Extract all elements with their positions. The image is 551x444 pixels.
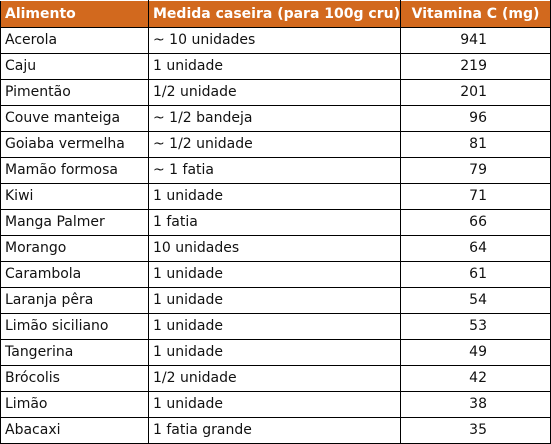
cell-alimento: Pimentão bbox=[0, 79, 149, 106]
cell-medida: 1 unidade bbox=[148, 313, 401, 340]
cell-vitamina-c: 66 bbox=[400, 209, 551, 236]
table-row: Tangerina 1 unidade 49 bbox=[0, 339, 551, 366]
cell-alimento: Brócolis bbox=[0, 365, 149, 392]
cell-alimento: Laranja pêra bbox=[0, 287, 149, 314]
cell-medida: 1 unidade bbox=[148, 287, 401, 314]
cell-medida: 1/2 unidade bbox=[148, 365, 401, 392]
cell-medida: ~ 1/2 bandeja bbox=[148, 105, 401, 132]
cell-alimento: Caju bbox=[0, 53, 149, 80]
cell-vitamina-c: 201 bbox=[400, 79, 551, 106]
cell-alimento: Couve manteiga bbox=[0, 105, 149, 132]
cell-alimento: Kiwi bbox=[0, 183, 149, 210]
cell-vitamina-c: 38 bbox=[400, 391, 551, 418]
cell-medida: ~ 10 unidades bbox=[148, 27, 401, 54]
table-row: Caju 1 unidade 219 bbox=[0, 53, 551, 80]
header-alimento: Alimento bbox=[0, 0, 149, 28]
cell-vitamina-c: 81 bbox=[400, 131, 551, 158]
table-row: Carambola 1 unidade 61 bbox=[0, 261, 551, 288]
cell-vitamina-c: 219 bbox=[400, 53, 551, 80]
cell-vitamina-c: 79 bbox=[400, 157, 551, 184]
header-vitamina-c: Vitamina C (mg) bbox=[400, 0, 551, 28]
cell-vitamina-c: 49 bbox=[400, 339, 551, 366]
table-row: Morango 10 unidades 64 bbox=[0, 235, 551, 262]
cell-alimento: Limão siciliano bbox=[0, 313, 149, 340]
table-row: Abacaxi 1 fatia grande 35 bbox=[0, 417, 551, 444]
cell-alimento: Limão bbox=[0, 391, 149, 418]
table-body: Acerola ~ 10 unidades 941 Caju 1 unidade 219 P… bbox=[0, 27, 551, 444]
table-header: Alimento Medida caseira (para 100g cru) … bbox=[0, 0, 551, 28]
cell-vitamina-c: 71 bbox=[400, 183, 551, 210]
cell-vitamina-c: 96 bbox=[400, 105, 551, 132]
table-row: Goiaba vermelha ~ 1/2 unidade 81 bbox=[0, 131, 551, 158]
cell-vitamina-c: 42 bbox=[400, 365, 551, 392]
header-row: Alimento Medida caseira (para 100g cru) … bbox=[0, 0, 551, 28]
cell-medida: 1 unidade bbox=[148, 261, 401, 288]
cell-vitamina-c: 54 bbox=[400, 287, 551, 314]
cell-medida: 1/2 unidade bbox=[148, 79, 401, 106]
cell-medida: 1 unidade bbox=[148, 339, 401, 366]
cell-medida: ~ 1/2 unidade bbox=[148, 131, 401, 158]
cell-vitamina-c: 61 bbox=[400, 261, 551, 288]
table-row: Acerola ~ 10 unidades 941 bbox=[0, 27, 551, 54]
table-row: Manga Palmer 1 fatia 66 bbox=[0, 209, 551, 236]
cell-medida: ~ 1 fatia bbox=[148, 157, 401, 184]
cell-alimento: Abacaxi bbox=[0, 417, 149, 444]
cell-medida: 1 fatia bbox=[148, 209, 401, 236]
cell-medida: 1 unidade bbox=[148, 183, 401, 210]
table-row: Limão 1 unidade 38 bbox=[0, 391, 551, 418]
table-row: Mamão formosa ~ 1 fatia 79 bbox=[0, 157, 551, 184]
table-row: Limão siciliano 1 unidade 53 bbox=[0, 313, 551, 340]
cell-alimento: Tangerina bbox=[0, 339, 149, 366]
cell-medida: 10 unidades bbox=[148, 235, 401, 262]
table-row: Couve manteiga ~ 1/2 bandeja 96 bbox=[0, 105, 551, 132]
cell-alimento: Manga Palmer bbox=[0, 209, 149, 236]
cell-medida: 1 unidade bbox=[148, 391, 401, 418]
cell-alimento: Goiaba vermelha bbox=[0, 131, 149, 158]
cell-medida: 1 fatia grande bbox=[148, 417, 401, 444]
table-row: Brócolis 1/2 unidade 42 bbox=[0, 365, 551, 392]
cell-medida: 1 unidade bbox=[148, 53, 401, 80]
cell-alimento: Acerola bbox=[0, 27, 149, 54]
cell-alimento: Morango bbox=[0, 235, 149, 262]
cell-vitamina-c: 64 bbox=[400, 235, 551, 262]
table-row: Kiwi 1 unidade 71 bbox=[0, 183, 551, 210]
cell-alimento: Carambola bbox=[0, 261, 149, 288]
table-row: Laranja pêra 1 unidade 54 bbox=[0, 287, 551, 314]
cell-alimento: Mamão formosa bbox=[0, 157, 149, 184]
table-row: Pimentão 1/2 unidade 201 bbox=[0, 79, 551, 106]
cell-vitamina-c: 941 bbox=[400, 27, 551, 54]
header-medida-caseira: Medida caseira (para 100g cru) bbox=[148, 0, 401, 28]
cell-vitamina-c: 53 bbox=[400, 313, 551, 340]
cell-vitamina-c: 35 bbox=[400, 417, 551, 444]
